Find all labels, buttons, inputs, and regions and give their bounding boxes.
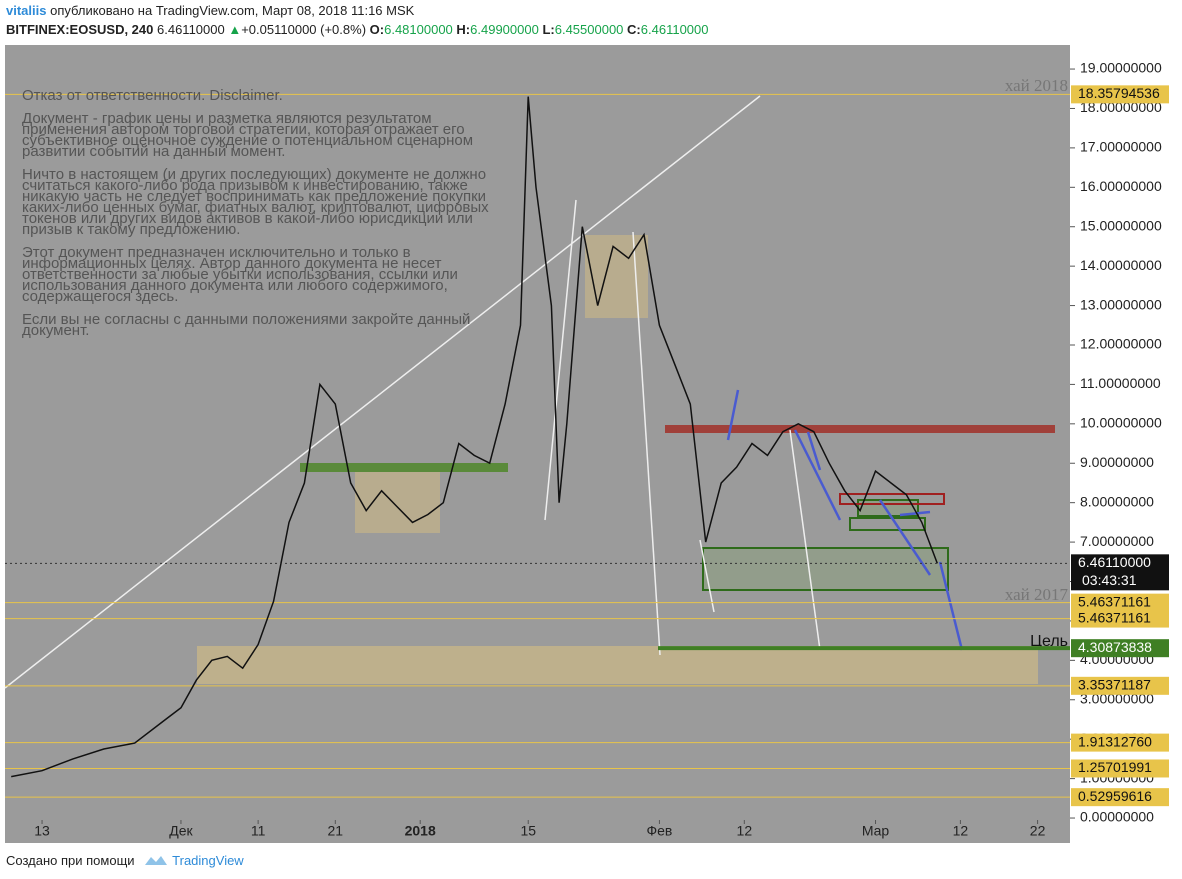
- annotation: хай 2017: [1005, 585, 1069, 604]
- level-label: 1.25701991: [1078, 759, 1152, 775]
- x-tick-label: Мар: [862, 823, 890, 839]
- level-label: 5.46371161: [1078, 593, 1151, 609]
- y-tick-label: 13.00000000: [1080, 296, 1162, 312]
- header-line: vitaliis опубликовано на TradingView.com…: [6, 3, 414, 18]
- x-tick-label: 11: [251, 823, 266, 839]
- zone: [197, 646, 1038, 684]
- disclaimer: Отказ от ответственности. Disclaimer. Док…: [22, 87, 512, 348]
- level-label-bg: [1071, 733, 1169, 752]
- y-tick-label: 15.00000000: [1080, 217, 1162, 233]
- plot-bg: [5, 45, 1070, 843]
- y-tick-label: 7.00000000: [1080, 533, 1154, 549]
- high: 6.49900000: [470, 22, 539, 37]
- zone: [300, 463, 508, 472]
- y-tick-label: 10.00000000: [1080, 415, 1162, 431]
- zone: [665, 425, 1055, 433]
- level-label-bg: [1071, 788, 1169, 807]
- level-label: 1.91312760: [1078, 733, 1152, 749]
- disclaimer-paragraph: Документ - график цены и разметка являют…: [22, 110, 474, 160]
- disclaimer-paragraph: Ничто в настоящем (и других последующих)…: [22, 166, 489, 238]
- level-label: 4.30873838: [1078, 639, 1152, 655]
- disclaimer-paragraph: Если вы не согласны с данными положениям…: [22, 311, 471, 339]
- x-tick-label: Фев: [646, 823, 672, 839]
- published: опубликовано на TradingView.com, Март 08…: [50, 3, 415, 18]
- level-label-bg: [1071, 593, 1169, 612]
- x-tick-label: 21: [328, 823, 344, 839]
- last-price: 6.46110000: [1078, 554, 1151, 570]
- h-label: H:: [456, 22, 471, 37]
- price-line: [11, 96, 939, 778]
- x-tick-label: 2018: [405, 823, 436, 839]
- annotation: Цель: [1030, 633, 1068, 650]
- trend-line: [4, 95, 761, 689]
- level-label: 0.52959616: [1078, 788, 1152, 804]
- c-label: C:: [627, 22, 641, 37]
- annotation: хай 2018: [1005, 76, 1068, 95]
- level-label-bg: [1071, 639, 1169, 658]
- level-label: 3.35371187: [1078, 677, 1151, 693]
- trend-line: [544, 199, 577, 521]
- x-tick-label: 22: [1030, 823, 1046, 839]
- price: 6.46110000: [157, 22, 225, 37]
- logo: [145, 856, 168, 865]
- countdown: 03:43:31: [1082, 572, 1137, 588]
- trend-line: [632, 231, 661, 656]
- change: +0.05110000 (+0.8%): [241, 22, 367, 37]
- price-axis: [1070, 45, 1182, 845]
- change: ▲: [228, 22, 242, 37]
- y-tick-label: 12.00000000: [1080, 336, 1162, 352]
- zone: [585, 235, 648, 318]
- symbol: BITFINEX:EOSUSD, 240: [6, 22, 154, 37]
- y-tick-label: 16.00000000: [1080, 178, 1162, 194]
- disclaimer-paragraph: Отказ от ответственности. Disclaimer.: [22, 87, 283, 104]
- y-tick-label: 8.00000000: [1080, 493, 1154, 509]
- x-tick-label: 12: [953, 823, 969, 839]
- y-tick-label: 9.00000000: [1080, 454, 1154, 470]
- x-tick-label: 12: [737, 823, 753, 839]
- level-label-bg: [1071, 759, 1169, 778]
- ticker-line: BITFINEX:EOSUSD, 240 6.46110000 ▲+0.0511…: [6, 22, 708, 37]
- drawings: [4, 95, 1055, 689]
- trend-line: [726, 389, 964, 651]
- made-with: Создано при помощи: [6, 853, 135, 868]
- disclaimer-paragraph: Этот документ предназначен исключительно…: [22, 244, 458, 305]
- last-price-bg: [1071, 554, 1169, 591]
- x-tick-label: Дек: [169, 823, 193, 839]
- footer: Создано при помощи TradingView: [6, 851, 244, 868]
- level-label-bg: [1071, 85, 1169, 104]
- o-label: O:: [369, 22, 385, 37]
- level-label-bg: [1071, 676, 1169, 695]
- zone: [355, 470, 440, 533]
- l-label: L:: [542, 22, 555, 37]
- zone: [702, 547, 949, 591]
- zone: [849, 517, 926, 531]
- chart: хай 2018 хай 2017 Цель 0.000000001.00000…: [4, 45, 1182, 845]
- trend-line: [699, 539, 715, 613]
- brand[interactable]: TradingView: [172, 853, 244, 868]
- level-label: 18.35794536: [1078, 85, 1160, 101]
- y-tick-label: 11.00000000: [1080, 375, 1161, 391]
- x-tick-label: 15: [520, 823, 536, 839]
- user[interactable]: vitaliis: [6, 3, 47, 18]
- zone: [839, 493, 945, 505]
- low: 6.45500000: [554, 22, 624, 37]
- y-tick-label: 0.00000000: [1080, 809, 1154, 825]
- y-tick-label: 19.00000000: [1080, 60, 1162, 76]
- x-tick-label: 13: [34, 823, 50, 839]
- trend-line: [789, 429, 821, 651]
- level-label-bg: [1071, 609, 1169, 628]
- close: 6.46110000: [640, 22, 709, 37]
- y-tick-label: 17.00000000: [1080, 139, 1162, 155]
- open: 6.48100000: [384, 22, 453, 37]
- y-tick-label: 14.00000000: [1080, 257, 1162, 273]
- level-label: 5.46371161: [1078, 609, 1151, 625]
